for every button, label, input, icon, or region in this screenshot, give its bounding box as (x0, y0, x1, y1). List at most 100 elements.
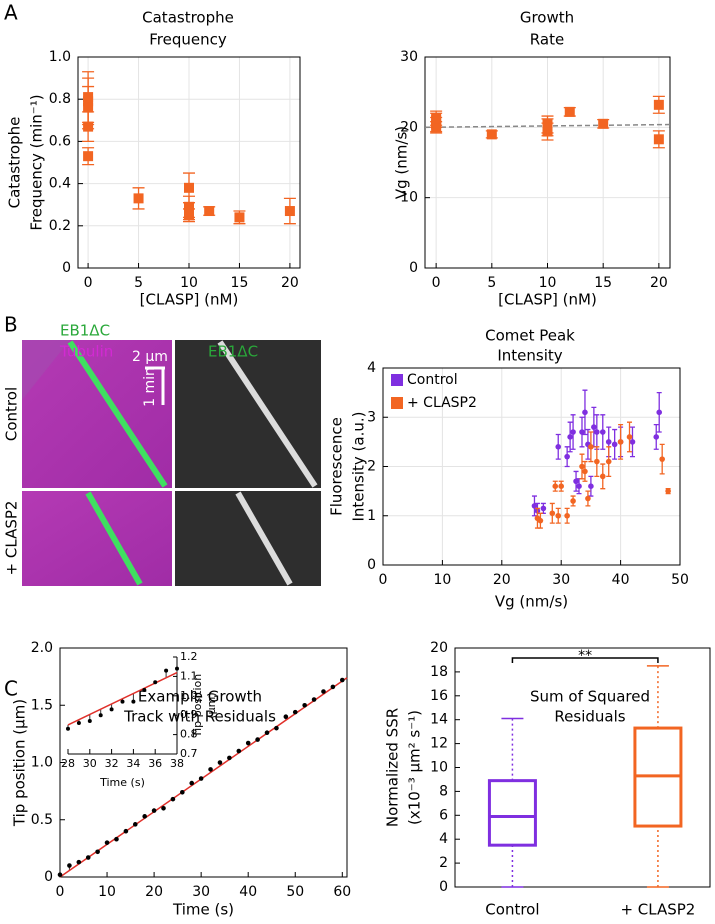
data-point (170, 796, 176, 802)
data-point (665, 488, 671, 494)
legend-label: + CLASP2 (407, 395, 477, 411)
channel-label: EB1ΔC (60, 322, 110, 340)
y-tick-label: 4 (439, 831, 448, 847)
chart-title: Residuals (554, 708, 625, 726)
y-tick-label: 1.5 (31, 697, 53, 713)
x-tick-label: 0 (84, 275, 93, 291)
data-point (302, 702, 307, 708)
fit-line (67, 671, 178, 726)
comet-track (67, 340, 168, 488)
data-point (66, 726, 70, 731)
y-tick-label: 0.8 (49, 91, 71, 107)
y-tick-label: 2.0 (31, 640, 53, 656)
data-point (208, 767, 213, 772)
data-point (549, 510, 556, 517)
x-axis-label: [CLASP] (nM) (140, 291, 239, 309)
data-point (175, 666, 179, 671)
data-point (588, 483, 594, 490)
y-axis-label: (x10⁻³ µm² s⁻¹) (406, 710, 424, 825)
x-axis-label: Vg (nm/s) (495, 593, 568, 611)
y-tick-label: 2 (439, 855, 448, 871)
data-point (537, 517, 544, 524)
x-tick-label: 0 (379, 572, 388, 588)
data-point (234, 212, 245, 223)
data-point (573, 478, 579, 485)
data-point (131, 699, 136, 704)
x-tick-label: 28 (61, 757, 75, 770)
x-axis-label: Time (s) (99, 776, 145, 789)
x-tick-label: 0 (56, 884, 65, 900)
y-axis-label: Frequency (min⁻¹) (28, 94, 46, 230)
data-point (605, 458, 612, 465)
y-axis-label: (µm) (205, 692, 218, 718)
y-tick-label: 0.9 (180, 708, 198, 721)
data-point (552, 483, 559, 490)
data-point (431, 113, 442, 124)
y-tick-label: 20 (430, 640, 448, 656)
data-point (98, 713, 103, 718)
data-point (245, 740, 251, 746)
y-tick-label: 0 (409, 260, 418, 276)
y-tick-label: 1.0 (31, 755, 53, 771)
data-point (653, 434, 660, 440)
x-tick-label: 15 (231, 275, 249, 291)
data-point (576, 483, 582, 490)
data-point (142, 687, 147, 692)
data-point (217, 760, 223, 765)
data-point (83, 92, 94, 103)
panel-label: B (4, 313, 18, 337)
data-point (189, 780, 195, 786)
scale-label: 2 µm (132, 349, 168, 365)
x-tick-label: 60 (333, 884, 351, 900)
channel-label: EB1ΔC (208, 343, 258, 361)
y-tick-label: 1.2 (180, 650, 198, 663)
x-tick-label: 20 (650, 275, 668, 291)
y-tick-label: 6 (439, 807, 448, 823)
x-tick-label: + CLASP2 (620, 901, 695, 919)
x-tick-label: 5 (134, 275, 143, 291)
chart-title: Sum of Squared (530, 688, 650, 706)
data-point (120, 699, 125, 704)
x-tick-label: 30 (552, 572, 570, 588)
y-axis-label: Vg (nm/s) (393, 126, 411, 199)
chart-title: Intensity (497, 347, 562, 365)
chart-title: Comet Peak (485, 327, 575, 345)
y-tick-label: 0.5 (31, 812, 53, 828)
significance-bar (511, 657, 659, 663)
data-point (564, 512, 570, 519)
y-tick-label: 12 (430, 736, 448, 752)
data-point (339, 677, 345, 683)
data-point (570, 498, 576, 504)
legend-swatch (391, 397, 403, 409)
y-tick-label: 16 (430, 688, 448, 704)
data-point (594, 429, 600, 435)
data-point (87, 719, 92, 724)
data-point (184, 201, 194, 212)
data-point (311, 697, 317, 702)
data-point (558, 483, 564, 490)
data-point (659, 456, 665, 462)
data-point (236, 748, 242, 754)
data-point (564, 453, 570, 460)
x-tick-label: 38 (170, 757, 184, 770)
y-tick-label: 0 (62, 260, 71, 276)
data-point (180, 789, 185, 795)
legend-label: Control (407, 372, 458, 388)
data-point (83, 151, 94, 162)
chart-title: Growth (520, 9, 574, 27)
x-tick-label: 0 (432, 275, 441, 291)
data-point (582, 409, 588, 416)
plot-frame (424, 56, 671, 269)
data-point (123, 828, 129, 834)
y-tick-label: 20 (400, 119, 418, 135)
data-point (321, 689, 326, 694)
data-point (617, 439, 624, 445)
y-tick-label: 2 (367, 459, 376, 475)
data-point (585, 495, 591, 502)
y-axis-label: Normalized SSR (384, 708, 402, 827)
y-tick-label: 0.7 (180, 747, 198, 760)
y-tick-label: 0.4 (49, 176, 71, 192)
y-tick-label: 14 (430, 712, 448, 728)
data-point (204, 206, 215, 217)
data-point (164, 668, 169, 673)
